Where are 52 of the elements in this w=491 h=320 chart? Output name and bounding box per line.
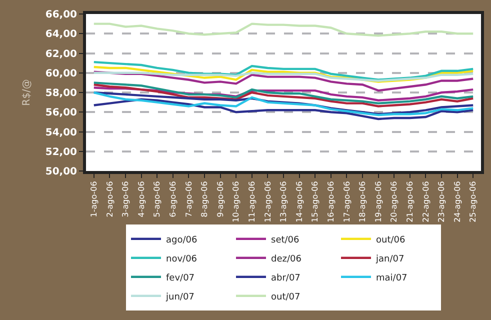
line-series — [92, 72, 474, 82]
x-tick-label: 22-ago-06 — [421, 181, 430, 222]
y-tick-label: 60,00 — [45, 68, 78, 80]
legend-label: jan/07 — [375, 254, 404, 264]
x-tick-label: 21-ago-06 — [406, 181, 414, 222]
legend-label: out/07 — [271, 292, 300, 302]
x-tick-label: 6-ago-06 — [168, 181, 178, 218]
y-tick-label: 58,00 — [45, 88, 78, 99]
x-tick-label: 3-ago-06 — [121, 181, 130, 218]
x-tick-label: 16-ago-06 — [326, 181, 336, 222]
x-tick-label: 20-ago-06 — [390, 181, 399, 222]
x-tick-label: 7-ago-06 — [184, 181, 194, 218]
line-series — [92, 22, 474, 37]
y-tick-label: 50,00 — [45, 166, 78, 178]
x-tick-label: 23-ago-06 — [437, 181, 446, 222]
x-tick-label: 2-ago-06 — [105, 181, 114, 218]
x-tick-label: 14-ago-06 — [294, 181, 304, 222]
line-series — [92, 86, 474, 102]
legend-label: nov/06 — [166, 254, 198, 264]
x-tick-label: 12-ago-06 — [263, 181, 272, 222]
x-tick-label: 10-ago-06 — [232, 181, 241, 222]
x-tick-label: 1-ago-06 — [90, 181, 98, 218]
legend-label: fev/07 — [166, 273, 195, 284]
y-axis-title: R$/@ — [21, 79, 32, 106]
x-tick-label: 17-ago-06 — [342, 181, 352, 222]
legend-label: set/06 — [271, 235, 300, 246]
x-tick-label: 11-ago-06 — [248, 181, 256, 222]
x-tick-label: 15-ago-06 — [310, 181, 320, 222]
x-tick-label: 9-ago-06 — [216, 181, 225, 218]
y-tick-label: 64,00 — [45, 29, 78, 40]
x-tick-label: 13-ago-06 — [279, 181, 288, 222]
line-series — [92, 66, 474, 83]
line-series — [92, 60, 474, 81]
x-tick-label: 19-ago-06 — [374, 181, 383, 222]
x-tick-label: 24-ago-06 — [452, 181, 462, 222]
x-tick-label: 4-ago-06 — [136, 181, 146, 218]
x-tick-label: 18-ago-06 — [358, 181, 368, 222]
y-tick-label: 54,00 — [45, 127, 78, 138]
legend-label: jun/07 — [165, 292, 194, 302]
y-tick-label: 66,00 — [45, 10, 78, 20]
x-tick-label: 8-ago-06 — [200, 181, 210, 218]
y-tick-label: 52,00 — [45, 146, 78, 158]
x-tick-label: 25-ago-06 — [468, 181, 478, 222]
legend-label: abr/07 — [271, 273, 300, 284]
y-tick-label: 56,00 — [45, 108, 78, 119]
x-tick-label: 5-ago-06 — [152, 181, 162, 218]
legend-label: out/06 — [376, 235, 406, 246]
line-series — [92, 70, 474, 92]
y-tick-label: 62,00 — [45, 48, 78, 60]
legend-label: ago/06 — [166, 235, 198, 246]
legend-label: dez/06 — [271, 254, 302, 264]
legend-label: mai/07 — [376, 273, 408, 284]
